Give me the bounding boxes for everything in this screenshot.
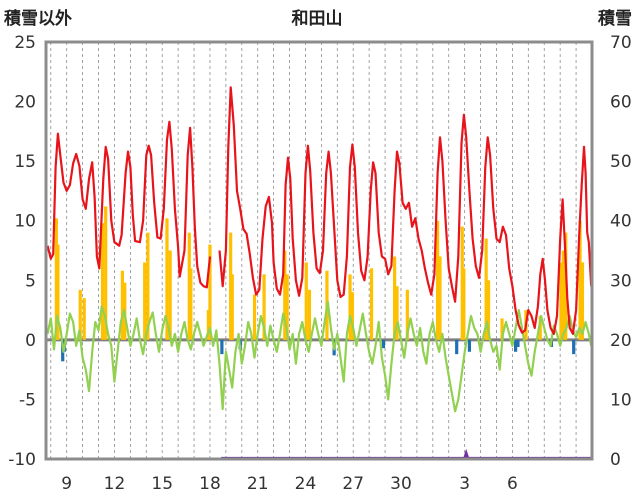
orange-bar: [578, 220, 582, 340]
orange-bar: [285, 274, 289, 340]
x-tick-label: 12: [104, 474, 126, 494]
left-tick-label: 5: [25, 271, 36, 291]
x-tick-label: 3: [459, 474, 470, 494]
left-axis-title: 積雪以外: [4, 8, 72, 29]
orange-bar: [538, 316, 542, 340]
blue-bar: [381, 339, 386, 349]
x-tick-label: 24: [295, 474, 317, 494]
blue-bar: [455, 339, 459, 355]
right-axis-ticks: 70 60 50 40 30 20 10 0: [610, 33, 632, 470]
right-axis-title: 積雪: [598, 8, 632, 29]
orange-bar: [146, 232, 150, 340]
orange-bar: [486, 280, 491, 340]
orange-bar: [230, 274, 234, 340]
orange-bar: [82, 298, 86, 340]
x-tick-label: 21: [247, 474, 269, 494]
left-tick-label: 10: [14, 212, 36, 232]
orange-bar: [78, 289, 82, 340]
orange-bar: [262, 274, 266, 340]
orange-bar: [120, 270, 125, 340]
left-tick-label: -5: [19, 390, 36, 410]
plot-border: [44, 40, 594, 461]
x-axis-ticks: 9 12 15 18 21 24 27 30 3 6: [61, 474, 518, 494]
orange-bar: [143, 262, 147, 340]
orange-bar: [189, 268, 193, 340]
right-tick-label: 70: [610, 33, 632, 53]
left-axis-ticks: 25 20 15 10 5 0 -5 -10: [8, 33, 36, 470]
orange-bar: [580, 262, 585, 340]
orange-bar: [252, 294, 257, 340]
chart-title: 和田山: [292, 9, 343, 29]
plot-frame: [44, 40, 594, 461]
orange-bar: [283, 250, 287, 340]
day-gridlines: [50, 42, 577, 459]
orange-bar: [307, 289, 312, 340]
x-tick-label: 18: [199, 474, 221, 494]
orange-bar: [168, 250, 172, 340]
left-tick-label: 0: [25, 331, 36, 351]
orange-bar: [208, 244, 212, 340]
x-tick-label: 30: [390, 474, 412, 494]
orange-bar: [559, 262, 563, 340]
orange-bar: [165, 218, 169, 340]
right-tick-label: 60: [610, 93, 632, 113]
orange-bar: [395, 286, 399, 340]
left-tick-label: 15: [14, 152, 36, 172]
orange-bar: [435, 220, 440, 340]
orange-bar: [462, 268, 466, 340]
red-series-line: [218, 86, 593, 335]
right-tick-label: 50: [610, 152, 632, 172]
right-tick-label: 40: [610, 212, 632, 232]
x-tick-label: 6: [507, 474, 518, 494]
orange-bar: [438, 256, 442, 340]
x-tick-label: 27: [342, 474, 364, 494]
series-lines: [46, 86, 593, 460]
orange-bar: [561, 250, 565, 340]
orange-bar: [484, 238, 488, 340]
red-series-line: [46, 120, 212, 289]
right-tick-label: 10: [610, 390, 632, 410]
orange-bar: [405, 289, 409, 340]
orange-bar: [350, 292, 355, 340]
orange-bar: [104, 206, 108, 340]
blue-bar: [516, 339, 520, 348]
green-series-line: [46, 300, 593, 413]
blue-bar: [220, 339, 224, 355]
blue-bar: [513, 339, 518, 352]
orange-bar: [304, 262, 308, 340]
x-tick-label: 15: [151, 474, 173, 494]
right-tick-label: 0: [610, 450, 621, 470]
orange-bar: [500, 318, 504, 340]
left-tick-label: -10: [8, 450, 36, 470]
right-tick-label: 30: [610, 271, 632, 291]
orange-bar: [348, 274, 352, 340]
blue-bar: [467, 339, 472, 352]
orange-bar: [369, 268, 374, 340]
x-tick-label: 9: [61, 474, 72, 494]
left-tick-label: 25: [14, 33, 36, 53]
left-tick-label: 20: [14, 93, 36, 113]
right-tick-label: 20: [610, 331, 632, 351]
orange-bar: [56, 244, 60, 340]
orange-bar: [393, 256, 397, 340]
blue-bar: [572, 339, 576, 355]
orange-bar: [100, 223, 105, 340]
